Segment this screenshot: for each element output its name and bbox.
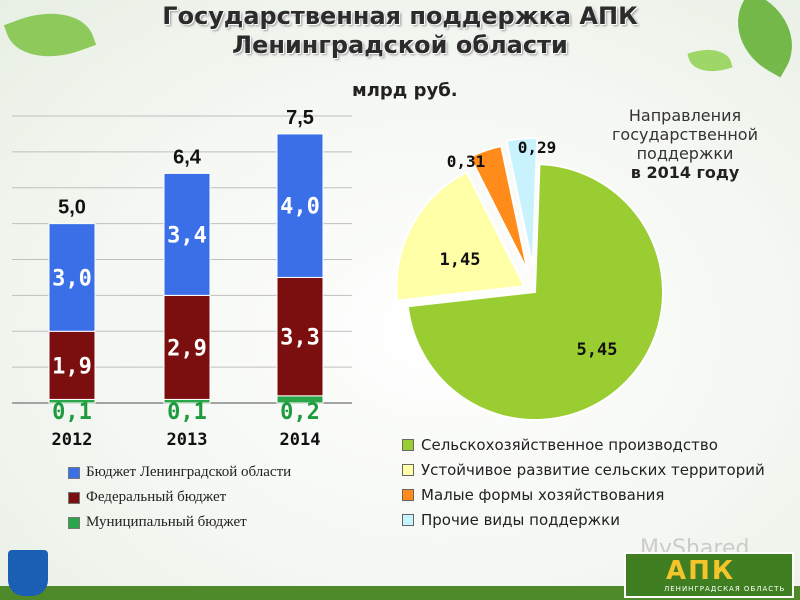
- legend-label: Устойчивое развитие сельских территорий: [421, 460, 765, 479]
- pie-caption-line-1: Направления: [628, 106, 742, 125]
- legend-swatch: [68, 466, 80, 479]
- pie-slice: [468, 144, 529, 272]
- pie-caption: Направления государственной поддержки в …: [600, 106, 770, 182]
- legend-item: Муниципальный бюджет: [68, 510, 291, 535]
- bar-value-label: 3,0: [52, 266, 92, 291]
- bar-legend: Бюджет Ленинградской области Федеральный …: [68, 460, 291, 535]
- pie-value-label: 0,31: [447, 152, 486, 171]
- legend-label: Муниципальный бюджет: [86, 514, 247, 530]
- bar-total-label: 7,5: [286, 107, 314, 129]
- legend-label: Бюджет Ленинградской области: [86, 464, 292, 480]
- legend-swatch: [402, 488, 414, 501]
- bar-value-label: 0,2: [280, 400, 320, 425]
- bar-value-label: 2,9: [167, 336, 207, 361]
- title-line-1: Государственная поддержка АПК: [162, 2, 638, 30]
- pie-caption-line-4: в 2014 году: [630, 163, 740, 182]
- legend-label: Сельскохозяйственное производство: [421, 435, 718, 454]
- bar-total-label: 6,4: [173, 146, 202, 168]
- logo-subtext: ЛЕНИНГРАДСКАЯ ОБЛАСТЬ: [664, 585, 786, 593]
- bar-value-label: 0,1: [52, 400, 92, 425]
- legend-item: Сельскохозяйственное производство: [402, 432, 765, 457]
- logo-text: АПК: [666, 556, 736, 586]
- bar-segment: [163, 172, 211, 296]
- pie-value-label: 5,45: [577, 340, 618, 360]
- bottom-bar: [0, 586, 800, 600]
- pie-caption-line-3: поддержки: [636, 144, 734, 163]
- x-tick-label: 2012: [52, 430, 93, 450]
- bar-value-label: 1,9: [52, 354, 92, 379]
- pie-value-label: 1,45: [440, 250, 481, 270]
- region-emblem-icon: [8, 550, 48, 596]
- apk-logo: АПК ЛЕНИНГРАДСКАЯ ОБЛАСТЬ: [624, 552, 794, 598]
- legend-swatch: [68, 491, 80, 504]
- legend-label: Прочие виды поддержки: [421, 510, 620, 529]
- unit-label: млрд руб.: [352, 80, 458, 101]
- bar-segment: [48, 223, 96, 332]
- pie-legend: Сельскохозяйственное производство Устойчи…: [402, 432, 765, 532]
- legend-item: Бюджет Ленинградской области: [68, 460, 291, 485]
- x-tick-label: 2013: [167, 430, 208, 450]
- pie-caption-line-2: государственной: [612, 125, 758, 144]
- bar-value-label: 3,3: [280, 326, 320, 351]
- pie-slice: [406, 163, 664, 421]
- x-tick-label: 2014: [280, 430, 321, 450]
- legend-label: Малые формы хозяйствования: [421, 485, 665, 504]
- legend-item: Прочие виды поддержки: [402, 507, 765, 532]
- legend-swatch: [68, 516, 80, 529]
- pie-slice: [505, 137, 539, 267]
- pie-slice: [395, 170, 526, 302]
- bar-segment: [276, 276, 324, 397]
- bar-segment: [48, 330, 96, 400]
- bar-segment: [276, 133, 324, 278]
- pie-value-label: 0,29: [518, 138, 557, 157]
- legend-item: Федеральный бюджет: [68, 485, 291, 510]
- title-line-2: Ленинградской области: [232, 31, 568, 59]
- legend-swatch: [402, 463, 414, 476]
- page-title: Государственная поддержка АПК Ленинградс…: [0, 2, 800, 60]
- bar-segment: [163, 294, 211, 400]
- bar-value-label: 3,4: [167, 223, 207, 248]
- legend-swatch: [402, 438, 414, 451]
- legend-label: Федеральный бюджет: [86, 489, 227, 505]
- bar-value-label: 0,1: [167, 400, 207, 425]
- legend-item: Устойчивое развитие сельских территорий: [402, 457, 765, 482]
- legend-swatch: [402, 513, 414, 526]
- legend-item: Малые формы хозяйствования: [402, 482, 765, 507]
- bar-total-label: 5,0: [58, 197, 86, 219]
- bar-value-label: 4,0: [280, 195, 320, 220]
